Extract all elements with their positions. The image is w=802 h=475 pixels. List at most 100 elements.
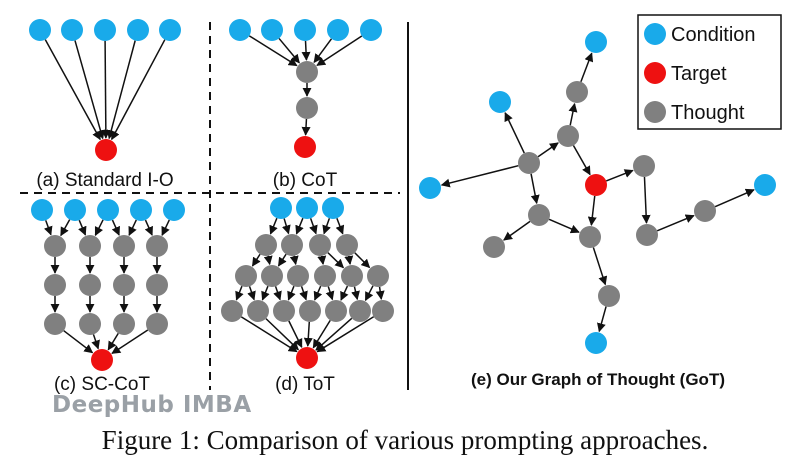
edge-d-a0-to-d-b1 (263, 255, 273, 266)
condition-node-b-c1 (261, 19, 283, 41)
legend-target-label: Target (671, 63, 727, 85)
thought-node-e-g1 (566, 81, 588, 103)
thought-node-e-g4 (528, 204, 550, 226)
edge-c-c0-to-c-g00 (43, 220, 53, 236)
edge-d-b3-to-d-e4 (325, 286, 335, 301)
edge-d-b5-to-d-e6 (375, 286, 385, 301)
edge-e-g8-to-e-g9 (656, 214, 695, 232)
target-node-c-t (91, 349, 113, 371)
edge-e-g3-to-e-c3 (440, 164, 519, 188)
target-node-e-t (585, 174, 607, 196)
edge-c-c3-to-c-g30 (144, 219, 153, 236)
watermark: DeepHub IMBA (52, 392, 252, 418)
edge-c-c3-to-c-g20 (128, 219, 137, 236)
thought-node-e-g2 (557, 125, 579, 147)
thought-node-c-g30 (146, 235, 168, 257)
condition-node-e-c5 (585, 332, 607, 354)
thought-node-d-b4 (341, 265, 363, 287)
edge-e-g3-to-e-g2 (537, 142, 559, 158)
edge-d-b1-to-d-e1 (261, 285, 270, 301)
edge-c-c2-to-c-g10 (94, 219, 104, 237)
thought-node-e-g8 (636, 224, 658, 246)
edge-d-e1-to-d-t (265, 318, 299, 351)
edge-d-c2-to-d-a2 (322, 218, 331, 235)
edge-d-b0-to-d-e0 (235, 285, 244, 301)
legend-condition-label: Condition (671, 24, 756, 46)
label-sc-cot: (c) SC-CoT (54, 374, 150, 395)
edge-c-c2-to-c-g20 (111, 219, 120, 236)
thought-node-d-b1 (261, 265, 283, 287)
nodes-layer (29, 19, 776, 371)
target-node-b-t (294, 136, 316, 158)
legend-thought-swatch (644, 101, 666, 123)
thought-node-c-g22 (113, 313, 135, 335)
edge-d-a3-to-d-b4 (344, 255, 354, 266)
thought-node-d-b0 (235, 265, 257, 287)
thought-node-c-g10 (79, 235, 101, 257)
thought-node-c-g31 (146, 274, 168, 296)
edge-d-e4-to-d-t (312, 319, 331, 349)
condition-node-a-c1 (61, 19, 83, 41)
condition-node-c-c2 (97, 199, 119, 221)
thought-node-d-a2 (309, 234, 331, 256)
thought-node-d-e3 (299, 300, 321, 322)
thought-node-d-a0 (255, 234, 277, 256)
condition-node-e-c2 (489, 91, 511, 113)
edge-d-e6-to-d-t (316, 316, 375, 353)
condition-node-a-c3 (127, 19, 149, 41)
edges-layer (43, 35, 755, 355)
edge-a-c3-to-a-t (106, 40, 136, 140)
edge-c-c1-to-c-g10 (78, 219, 87, 236)
edge-a-c4-to-a-t (110, 39, 166, 141)
edge-d-c1-to-d-a1 (295, 217, 304, 235)
edge-d-c2-to-d-a3 (335, 218, 345, 235)
thought-node-e-g5 (483, 236, 505, 258)
figure-caption: Figure 1: Comparison of various promptin… (102, 425, 709, 455)
thought-node-e-g3 (518, 152, 540, 174)
edge-a-c0-to-a-t (44, 39, 101, 141)
thought-node-d-a1 (281, 234, 303, 256)
condition-node-d-c2 (322, 197, 344, 219)
legend-thought-label: Thought (671, 102, 745, 124)
edge-d-c1-to-d-a2 (309, 218, 318, 235)
edge-d-b4-to-d-e5 (351, 286, 360, 301)
edge-e-g2-to-e-t (572, 145, 591, 176)
edge-d-b0-to-d-e1 (247, 286, 256, 301)
label-got: (e) Our Graph of Thought (GoT) (471, 370, 725, 389)
edge-d-a2-to-d-b3 (317, 255, 327, 266)
legend-condition-swatch (644, 23, 666, 45)
edge-e-t-to-e-g7 (605, 169, 634, 182)
edge-d-e0-to-d-t (240, 316, 298, 353)
thought-node-e-g6 (579, 226, 601, 248)
thought-node-d-e1 (247, 300, 269, 322)
edge-b-c1-to-b-g1 (278, 37, 300, 64)
edge-c-c1-to-c-g00 (60, 219, 71, 237)
condition-node-a-c0 (29, 19, 51, 41)
condition-node-c-c3 (130, 199, 152, 221)
edge-d-a3-to-d-b5 (354, 252, 371, 269)
condition-node-e-c3 (419, 177, 441, 199)
target-node-a-t (95, 139, 117, 161)
target-node-d-t (296, 347, 318, 369)
edge-e-t-to-e-g6 (587, 195, 597, 226)
thought-node-b-g1 (296, 61, 318, 83)
edge-e-g3-to-e-g4 (530, 173, 540, 205)
thought-node-e-g10 (598, 285, 620, 307)
edge-d-c0-to-d-a0 (269, 217, 278, 235)
edge-d-e2-to-d-t (288, 320, 303, 349)
edge-d-e3-to-d-t (303, 321, 313, 347)
legend-target-swatch (644, 62, 666, 84)
edge-d-a1-to-d-b1 (277, 253, 287, 267)
condition-node-b-c0 (229, 19, 251, 41)
thought-node-e-g7 (633, 155, 655, 177)
thought-node-c-g02 (44, 313, 66, 335)
thought-node-c-g01 (44, 274, 66, 296)
edge-e-g4-to-e-g6 (548, 218, 580, 234)
condition-node-c-c1 (64, 199, 86, 221)
edge-e-g10-to-e-c5 (597, 306, 607, 333)
edge-d-b2-to-d-e3 (299, 286, 308, 301)
thought-node-b-g2 (296, 97, 318, 119)
edge-b-g2-to-b-t (301, 118, 311, 136)
thought-node-e-g9 (694, 200, 716, 222)
